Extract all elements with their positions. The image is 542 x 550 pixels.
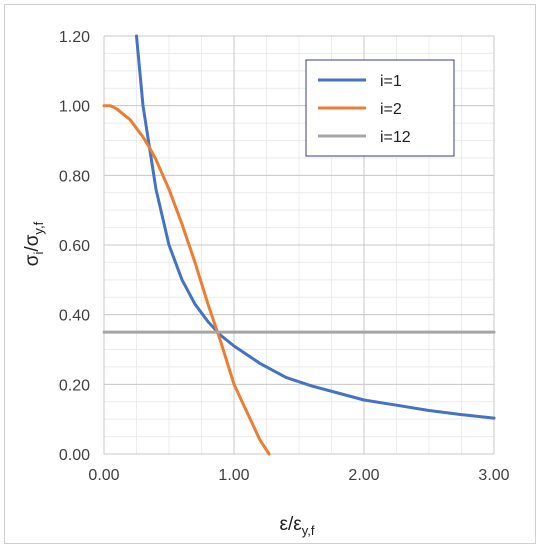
y-tick-label: 1.00: [59, 99, 90, 116]
x-tick-label: 1.00: [218, 467, 249, 484]
y-title-part: /σ: [22, 234, 43, 251]
y-tick-label: 0.00: [59, 447, 90, 464]
y-title-part: i: [31, 251, 46, 254]
x-tick-label: 3.00: [478, 467, 509, 484]
y-tick-label: 1.20: [59, 29, 90, 46]
y-axis-title: σi/σy,f: [22, 221, 46, 266]
y-tick-labels: 0.00 0.20 0.40 0.60 0.80 1.00 1.20: [59, 29, 90, 464]
legend: i=1 i=2 i=12: [305, 59, 455, 157]
y-tick-label: 0.80: [59, 168, 90, 185]
y-title-part: σ: [22, 254, 43, 266]
x-axis-title: ε/εy,f: [280, 514, 315, 538]
legend-label: i=12: [380, 129, 411, 146]
legend-label: i=1: [380, 73, 402, 90]
y-title-part: y,f: [31, 221, 46, 234]
series-line-i-1: [135, 34, 496, 420]
series-line-i-2: [102, 104, 271, 456]
x-tick-label: 0.00: [88, 467, 119, 484]
series-layer: [102, 34, 496, 456]
y-tick-label: 0.60: [59, 238, 90, 255]
legend-label: i=2: [380, 101, 402, 118]
x-tick-label: 2.00: [348, 467, 379, 484]
x-tick-labels: 0.00 1.00 2.00 3.00: [88, 467, 509, 484]
y-tick-label: 0.40: [59, 308, 90, 325]
y-tick-label: 0.20: [59, 377, 90, 394]
